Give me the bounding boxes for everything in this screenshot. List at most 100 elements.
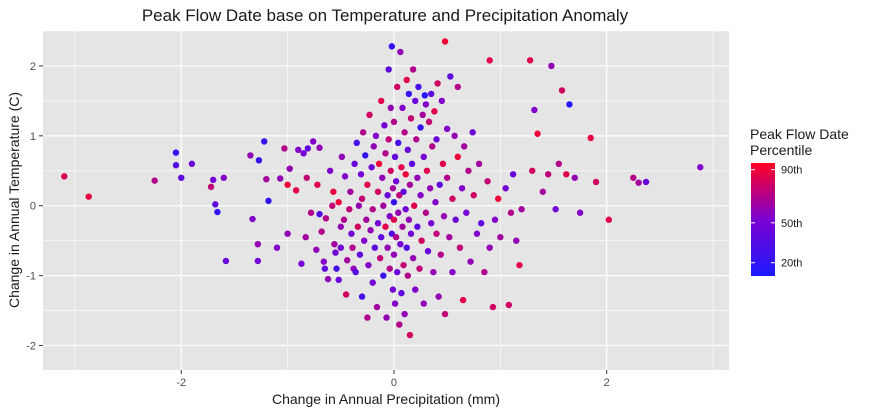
x-tick-label: -2 bbox=[176, 377, 186, 389]
data-point bbox=[558, 87, 566, 94]
data-point bbox=[513, 237, 520, 244]
data-point bbox=[497, 233, 504, 241]
data-point bbox=[397, 48, 404, 56]
data-point bbox=[254, 257, 262, 265]
data-point bbox=[398, 164, 405, 171]
data-point bbox=[421, 92, 429, 99]
data-point bbox=[255, 157, 263, 164]
data-point bbox=[434, 80, 441, 87]
data-point bbox=[447, 73, 454, 80]
data-point bbox=[432, 199, 439, 206]
data-point bbox=[446, 233, 453, 241]
data-point bbox=[304, 145, 312, 152]
data-point bbox=[408, 160, 416, 168]
legend-ticks: 20th 50th 90th bbox=[751, 165, 802, 270]
data-point bbox=[382, 223, 389, 230]
data-point bbox=[449, 195, 456, 202]
data-point bbox=[390, 118, 398, 126]
data-point bbox=[440, 213, 448, 220]
data-point bbox=[284, 181, 291, 188]
data-point bbox=[335, 276, 342, 284]
data-point bbox=[387, 104, 394, 112]
data-point bbox=[552, 206, 559, 213]
data-point bbox=[276, 175, 284, 182]
data-point bbox=[531, 106, 538, 114]
data-point bbox=[321, 265, 329, 272]
data-point bbox=[413, 136, 420, 143]
data-point bbox=[486, 244, 493, 251]
data-point bbox=[404, 146, 412, 154]
data-point bbox=[452, 216, 459, 223]
data-point bbox=[263, 175, 270, 183]
data-point bbox=[358, 293, 366, 300]
data-point bbox=[329, 202, 336, 209]
data-point bbox=[337, 244, 344, 251]
data-point bbox=[395, 209, 402, 216]
data-point bbox=[376, 254, 384, 262]
data-point bbox=[495, 195, 502, 202]
data-point bbox=[314, 181, 321, 188]
data-point bbox=[412, 286, 419, 293]
data-point bbox=[424, 247, 432, 255]
data-point bbox=[384, 192, 391, 199]
data-point bbox=[463, 209, 470, 216]
data-point bbox=[375, 160, 383, 168]
data-point bbox=[571, 174, 578, 181]
x-tick-label: 0 bbox=[391, 377, 397, 389]
data-point bbox=[207, 183, 215, 191]
data-point bbox=[357, 171, 365, 178]
data-point bbox=[320, 258, 327, 265]
data-point bbox=[518, 206, 525, 213]
data-point bbox=[300, 150, 307, 157]
legend-title-line2: Percentile bbox=[750, 142, 812, 158]
data-point bbox=[516, 261, 523, 269]
data-point bbox=[470, 192, 477, 199]
data-point bbox=[295, 146, 302, 154]
data-point bbox=[396, 321, 403, 328]
data-point bbox=[414, 174, 421, 181]
data-point bbox=[303, 174, 310, 181]
data-point bbox=[433, 136, 440, 143]
data-point bbox=[477, 220, 485, 227]
data-point bbox=[491, 216, 499, 223]
data-point bbox=[385, 66, 392, 73]
data-point bbox=[436, 181, 443, 188]
data-point bbox=[475, 160, 483, 168]
plot-panel bbox=[43, 31, 729, 370]
data-point bbox=[576, 209, 584, 216]
data-point bbox=[469, 129, 476, 136]
data-point bbox=[438, 97, 446, 105]
y-tick-label: 1 bbox=[30, 131, 36, 143]
data-point bbox=[456, 244, 464, 251]
data-point bbox=[378, 233, 385, 241]
data-point bbox=[467, 258, 474, 265]
data-point bbox=[307, 209, 315, 216]
data-point bbox=[509, 171, 517, 178]
data-point bbox=[309, 138, 317, 145]
data-point bbox=[346, 206, 353, 213]
data-point bbox=[441, 310, 449, 318]
data-point bbox=[397, 240, 404, 248]
data-point bbox=[428, 220, 435, 227]
data-point bbox=[281, 145, 288, 152]
data-point bbox=[360, 237, 368, 244]
data-point bbox=[382, 150, 389, 157]
data-point bbox=[365, 261, 372, 269]
data-point bbox=[555, 160, 563, 168]
data-point bbox=[356, 251, 364, 258]
data-point bbox=[392, 233, 400, 241]
data-point bbox=[396, 192, 403, 199]
data-point bbox=[335, 199, 342, 206]
data-point bbox=[398, 289, 405, 297]
legend-tick-label: 20th bbox=[781, 258, 802, 270]
data-point bbox=[399, 104, 406, 112]
y-tick-label: -2 bbox=[26, 341, 36, 353]
data-point bbox=[366, 111, 373, 119]
data-point bbox=[451, 132, 458, 140]
data-point bbox=[341, 173, 349, 180]
data-point bbox=[431, 108, 438, 115]
data-point bbox=[635, 179, 642, 186]
data-point bbox=[369, 279, 376, 286]
data-point bbox=[402, 206, 409, 213]
data-point bbox=[349, 244, 356, 251]
